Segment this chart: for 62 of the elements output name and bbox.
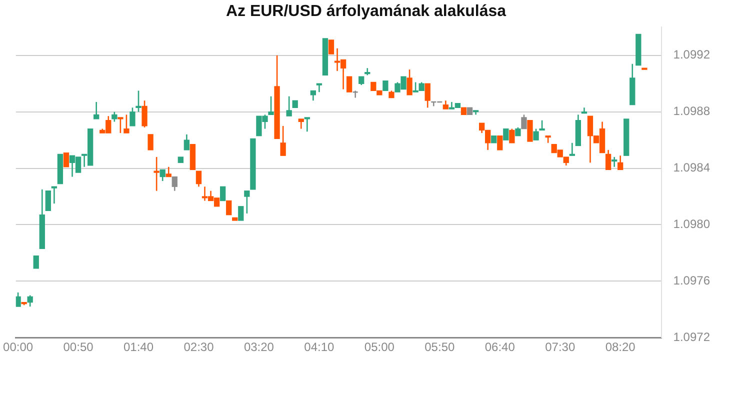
candlestick <box>16 292 21 308</box>
candlestick <box>304 116 310 132</box>
candlestick <box>136 90 142 113</box>
candlestick <box>148 134 154 151</box>
candlestick <box>63 152 70 168</box>
x-tick-label: 01:40 <box>123 340 154 354</box>
candlestick <box>310 90 316 102</box>
candlestick <box>280 125 286 156</box>
candlestick <box>346 76 352 93</box>
candlestick <box>33 255 39 269</box>
x-tick-label: 07:30 <box>545 340 576 354</box>
candlestick <box>238 206 244 221</box>
candlestick <box>154 156 160 192</box>
candlestick <box>27 294 33 308</box>
candlestick <box>286 96 292 117</box>
x-tick-label: 03:20 <box>244 340 274 354</box>
candlestick <box>382 80 388 92</box>
candlestick <box>328 39 334 55</box>
x-tick-label: 05:50 <box>424 340 455 354</box>
y-tick-label: 1.0972 <box>673 330 710 344</box>
candlestick <box>166 166 172 178</box>
candlestick <box>424 82 430 108</box>
y-tick-label: 1.0984 <box>673 160 710 175</box>
candlestick <box>521 114 527 130</box>
candlestick <box>124 114 130 134</box>
candlestick <box>503 128 509 141</box>
candlestick <box>527 120 533 142</box>
candlestick <box>184 134 190 151</box>
candlestick <box>160 169 166 182</box>
candlestick <box>142 100 148 128</box>
candlestick <box>118 116 124 134</box>
candlestick <box>196 170 202 188</box>
x-tick-label: 06:40 <box>484 340 516 354</box>
candlestick <box>611 156 618 168</box>
candlestick <box>533 128 539 141</box>
candlestick <box>509 128 515 144</box>
candlestick <box>618 154 624 170</box>
candlestick <box>130 106 136 127</box>
x-tick-label: 08:20 <box>605 340 636 354</box>
x-tick-label: 05:00 <box>364 340 395 354</box>
x-tick-label: 02:30 <box>184 340 214 354</box>
x-tick-label: 00:00 <box>3 340 34 354</box>
y-tick-label: 1.0992 <box>673 48 710 62</box>
y-tick-label: 1.0980 <box>673 217 710 232</box>
candlestick <box>51 186 58 204</box>
x-tick-label: 00:50 <box>63 340 94 354</box>
candlestick <box>497 136 503 150</box>
candlestick <box>569 142 575 156</box>
candlestick <box>539 120 545 131</box>
candlestick <box>220 186 226 202</box>
candlestick <box>605 149 612 170</box>
x-tick-label: 04:10 <box>304 340 335 354</box>
y-tick-label: 1.0988 <box>673 104 710 118</box>
candlestick <box>406 68 412 96</box>
candlestick <box>298 118 304 130</box>
chart-title: Az EUR/USD árfolyamának alakulása <box>226 3 506 20</box>
candlestick <box>244 190 250 214</box>
candlestick <box>226 200 232 216</box>
y-tick-label: 1.0976 <box>673 273 710 288</box>
candlestick <box>172 176 178 192</box>
candlestick <box>268 96 274 116</box>
candlestick <box>45 190 51 211</box>
